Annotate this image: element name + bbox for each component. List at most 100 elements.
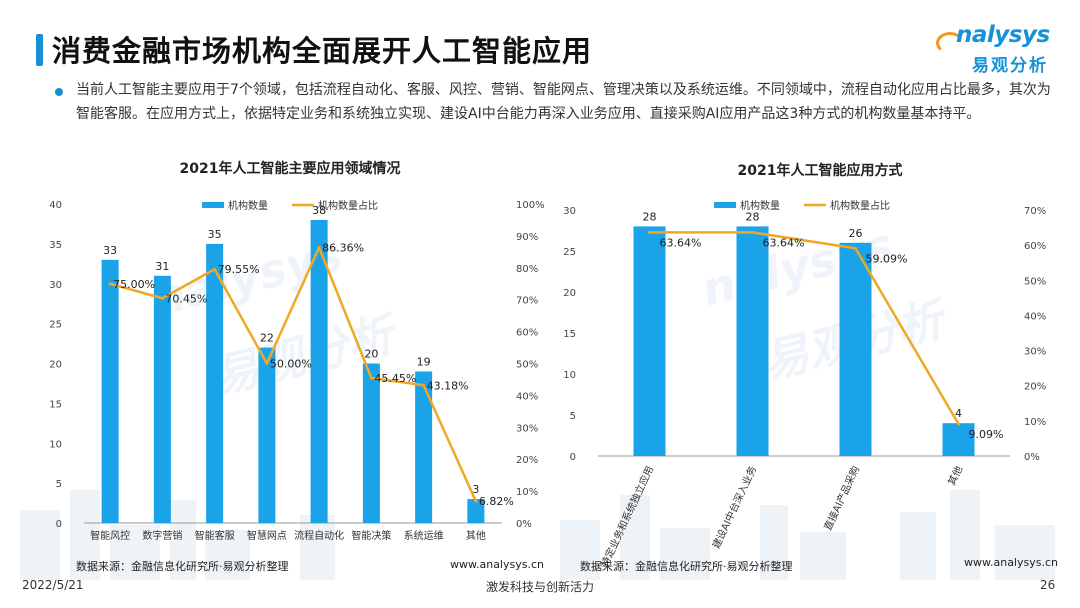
chart2-ytick-left: 30 [563, 206, 576, 217]
chart1-share-point [369, 376, 373, 380]
chart2-bar [839, 242, 872, 456]
chart2-share-point [957, 422, 960, 426]
chart2-share-line [649, 231, 960, 425]
chart2-bar [942, 423, 975, 456]
chart2-share-label: 63.64% [660, 236, 702, 249]
chart1-share-label: 79.55% [218, 263, 260, 276]
chart1-ytick-right: 40% [516, 391, 538, 402]
chart1-bar-value-label: 19 [417, 355, 431, 368]
chart1-share-point [317, 246, 321, 250]
chart1-application-areas: 0 5 10 15 20 25 30 35 40 0% 10% 20% 30% 40% 50% 60% 70% 8… [49, 199, 545, 542]
chart1-bar [362, 363, 380, 523]
logo-swoosh-icon [936, 32, 964, 54]
chart1-share-label: 43.18% [427, 379, 469, 392]
chart1-share-label: 75.00% [113, 278, 155, 291]
chart1-share-label: 45.45% [374, 372, 416, 385]
chart1-share-point [160, 296, 164, 300]
chart1-share-label: 50.00% [270, 358, 312, 371]
chart2-bar [633, 226, 666, 456]
chart2-bar-value-label: 28 [746, 210, 760, 223]
chart2-legend-line-label: 机构数量占比 [830, 199, 890, 212]
chart1-ytick-right: 80% [516, 264, 538, 275]
chart1-bar [310, 219, 328, 523]
chart1-share-point [265, 362, 269, 365]
chart1-ytick-right: 90% [516, 232, 538, 243]
chart1-ytick-right: 50% [516, 360, 538, 371]
chart2-ytick-right: 30% [1024, 347, 1046, 358]
footer-date: 2022/5/21 [22, 578, 84, 592]
chart1-ytick-left: 25 [49, 320, 62, 331]
analysys-logo: nalysys 易观分析 [936, 22, 1056, 78]
chart1-ytick-left: 0 [56, 519, 62, 530]
chart2-application-methods: 0 5 10 15 20 25 30 0% 10% 20% 30% 40% 50% 60% 70% 机构数量 机… [563, 199, 1046, 569]
chart1-category-label: 智慧网点 [247, 529, 287, 542]
chart2-ytick-left: 20 [563, 288, 576, 299]
chart1-ytick-right: 10% [516, 487, 538, 498]
chart2-title: 2021年人工智能应用方式 [737, 163, 903, 179]
chart2-share-point [854, 246, 857, 250]
chart1-legend-line-label: 机构数量占比 [318, 199, 378, 212]
chart1-ytick-left: 15 [49, 399, 62, 410]
chart1-category-label: 智能客服 [195, 529, 235, 542]
chart2-ytick-left: 15 [563, 329, 576, 340]
chart1-share-label: 70.45% [165, 292, 207, 305]
footer-slogan: 激发科技与创新活力 [485, 580, 594, 594]
chart2-category-label: 其他 [945, 464, 965, 488]
chart1-share-point [474, 499, 478, 503]
chart1-bar [153, 275, 171, 523]
chart2-source: 数据来源：金融信息化研究所·易观分析整理 [580, 560, 793, 573]
chart2-category-label: 直接AI产品采购 [821, 464, 862, 533]
chart1-category-label: 其他 [466, 529, 486, 542]
logo-text-cn: 易观分析 [972, 56, 1048, 76]
chart1-category-label: 智能决策 [351, 529, 391, 542]
chart1-category-label: 数字营销 [142, 529, 182, 542]
chart1-ytick-left: 35 [49, 240, 62, 251]
chart2-ytick-left: 10 [563, 370, 576, 381]
chart2-ytick-left: 5 [570, 411, 576, 422]
chart1-share-point [213, 267, 217, 271]
chart1-bar-value-label: 20 [364, 348, 378, 361]
chart1-bar-value-label: 35 [208, 228, 222, 241]
chart1-category-label: 流程自动化 [294, 529, 344, 542]
chart2-ytick-right: 10% [1024, 417, 1046, 428]
chart2-bar-value-label: 26 [849, 227, 863, 240]
chart2-ytick-right: 0% [1024, 452, 1040, 463]
chart2-ytick-left: 25 [563, 247, 576, 258]
chart1-ytick-right: 70% [516, 296, 538, 307]
chart2-ytick-right: 70% [1024, 206, 1046, 217]
chart1-legend-bar-label: 机构数量 [228, 199, 268, 212]
chart1-bar [467, 499, 485, 523]
chart1-bar-value-label: 31 [155, 260, 169, 273]
chart1-ytick-left: 5 [56, 479, 62, 490]
summary-paragraph: 当前人工智能主要应用于7个领域，包括流程自动化、客服、风控、营销、智能网点、管理… [76, 82, 1051, 122]
chart2-bar-value-label: 28 [643, 210, 657, 223]
chart1-category-label: 智能风控 [90, 529, 130, 542]
chart2-legend-bar-label: 机构数量 [740, 199, 780, 212]
chart1-ytick-left: 30 [49, 280, 62, 291]
chart2-ytick-right: 60% [1024, 241, 1046, 252]
chart1-share-point [108, 282, 112, 286]
chart2-share-label: 63.64% [763, 236, 805, 249]
chart1-bar-value-label: 22 [260, 332, 274, 345]
chart1-bar [206, 243, 224, 523]
chart1-category-label: 系统运维 [404, 529, 444, 542]
title-accent-bar [36, 34, 43, 66]
chart2-ytick-right: 40% [1024, 311, 1046, 322]
chart1-ytick-right: 100% [516, 200, 545, 211]
chart2-bar-value-label: 4 [955, 407, 962, 420]
chart2-ytick-left: 0 [570, 452, 576, 463]
chart1-ytick-right: 30% [516, 423, 538, 434]
chart1-ytick-right: 20% [516, 455, 538, 466]
chart1-bar-value-label: 3 [472, 483, 479, 496]
chart2-bar [736, 226, 769, 456]
chart2-legend-bar-swatch [714, 202, 736, 208]
chart2-share-point [648, 230, 651, 234]
chart2-category-label: 建设AI中台深入业务 [709, 464, 759, 551]
chart1-share-label: 6.82% [479, 495, 514, 508]
chart1-ytick-right: 0% [516, 519, 532, 530]
chart2-share-point [751, 230, 754, 234]
chart1-ytick-right: 60% [516, 328, 538, 339]
chart1-share-line [109, 246, 478, 502]
chart1-source: 数据来源：金融信息化研究所·易观分析整理 [76, 560, 289, 573]
chart1-share-point [422, 383, 426, 387]
